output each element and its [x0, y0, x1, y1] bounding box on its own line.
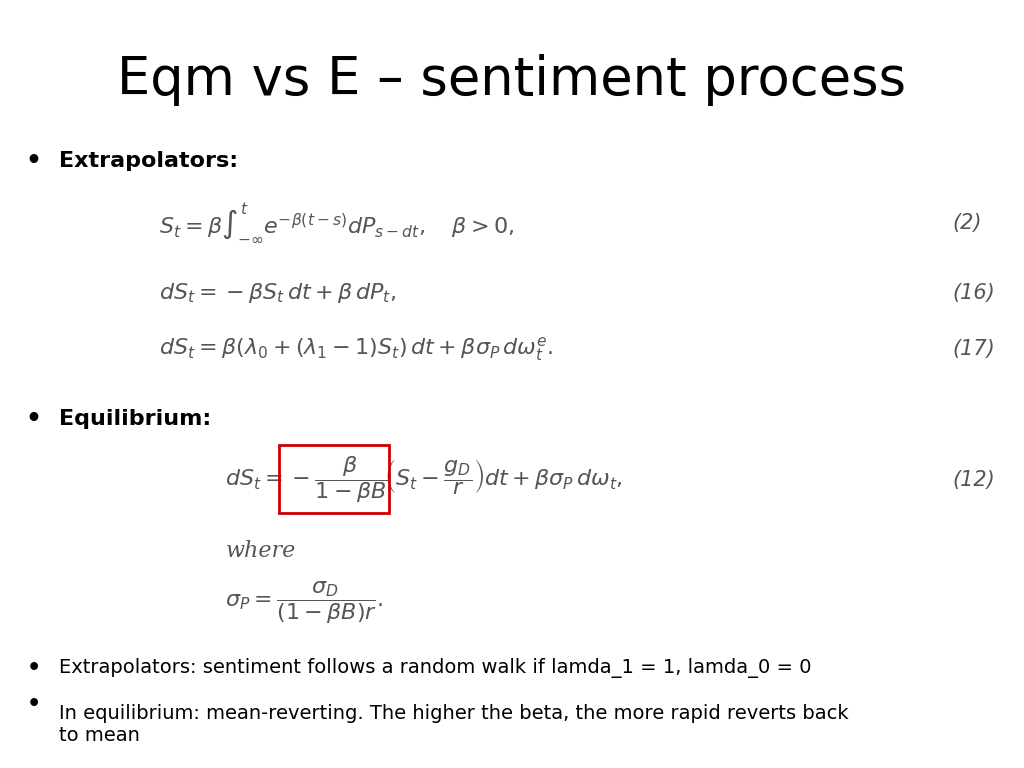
Text: In equilibrium: mean-reverting. The higher the beta, the more rapid reverts back: In equilibrium: mean-reverting. The high…	[59, 704, 849, 745]
Text: Equilibrium:: Equilibrium:	[59, 409, 212, 429]
Text: $dS_t = -\beta S_t\,dt + \beta\,dP_t,$: $dS_t = -\beta S_t\,dt + \beta\,dP_t,$	[159, 281, 396, 306]
Text: (12): (12)	[952, 470, 995, 490]
Text: (16): (16)	[952, 283, 995, 303]
Text: •: •	[26, 149, 42, 174]
Text: •: •	[26, 406, 42, 431]
Text: Eqm vs E – sentiment process: Eqm vs E – sentiment process	[118, 54, 906, 106]
Text: where: where	[225, 541, 296, 562]
Text: $\sigma_P = \dfrac{\sigma_D}{(1-\beta B)r}.$: $\sigma_P = \dfrac{\sigma_D}{(1-\beta B)…	[225, 580, 384, 626]
Text: Extrapolators: sentiment follows a random walk if lamda_1 = 1, lamda_0 = 0: Extrapolators: sentiment follows a rando…	[59, 658, 812, 678]
Text: •: •	[27, 694, 41, 714]
Text: (17): (17)	[952, 339, 995, 359]
Text: $S_t = \beta \int_{-\infty}^{t} e^{-\beta(t-s)}dP_{s-dt},\quad \beta > 0,$: $S_t = \beta \int_{-\infty}^{t} e^{-\bet…	[159, 201, 514, 244]
Text: Extrapolators:: Extrapolators:	[59, 151, 239, 171]
Text: $dS_t = \beta(\lambda_0 + (\lambda_1 - 1)S_t)\,dt + \beta\sigma_P\,d\omega_t^e.$: $dS_t = \beta(\lambda_0 + (\lambda_1 - 1…	[159, 336, 553, 363]
Text: $dS_t = -\dfrac{\beta}{1-\beta B}\!\left(S_t - \dfrac{g_D}{r}\right)dt + \beta\s: $dS_t = -\dfrac{\beta}{1-\beta B}\!\left…	[225, 455, 624, 505]
Text: (2): (2)	[952, 213, 982, 233]
Text: •: •	[27, 658, 41, 678]
